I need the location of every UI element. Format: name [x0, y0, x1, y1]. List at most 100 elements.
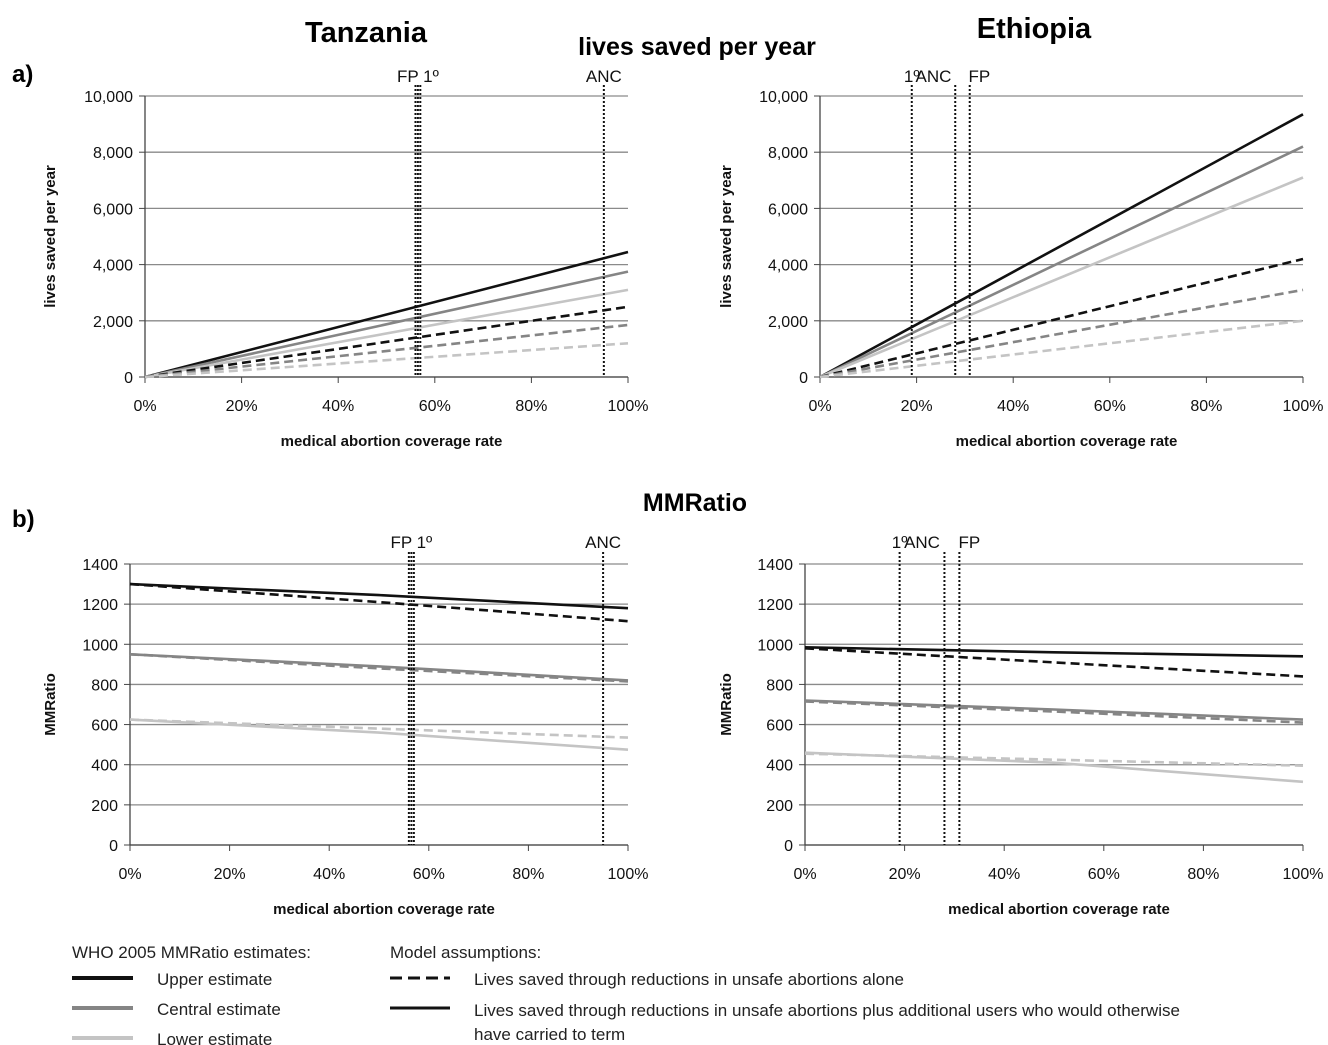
y-tick-label: 1000	[82, 637, 118, 654]
country-title-ethiopia: Ethiopia	[977, 13, 1092, 45]
x-tick-label: 100%	[608, 398, 649, 415]
x-tick-label: 20%	[226, 398, 258, 415]
series-line-lower-dashed	[819, 319, 1304, 379]
x-tick-label: 40%	[313, 866, 345, 883]
reference-label: ANC	[904, 533, 940, 552]
series-line-central-solid	[144, 270, 629, 379]
legend-dashed-label: Lives saved through reductions in unsafe…	[474, 970, 904, 989]
series-line-central-dashed	[804, 700, 1304, 724]
legend-solid-label-line2: have carried to term	[474, 1025, 625, 1044]
series-line-upper-dashed	[129, 582, 629, 623]
section-b-title: MMRatio	[643, 489, 747, 517]
x-tick-label: 20%	[901, 398, 933, 415]
y-tick-label: 1200	[757, 597, 793, 614]
legend-model-heading: Model assumptions:	[390, 943, 541, 962]
series-line-lower-dashed	[129, 718, 629, 739]
y-tick-label: 800	[91, 677, 118, 694]
x-axis-title: medical abortion coverage rate	[948, 901, 1170, 918]
y-tick-label: 200	[766, 798, 793, 815]
reference-label: 1º	[892, 533, 908, 552]
y-tick-label: 10,000	[84, 89, 133, 106]
x-tick-label: 60%	[1088, 866, 1120, 883]
legend-central-label: Central estimate	[157, 1000, 281, 1019]
y-tick-label: 1400	[82, 557, 118, 574]
y-tick-label: 400	[91, 758, 118, 775]
x-tick-label: 0%	[133, 398, 156, 415]
series-line-central-dashed	[129, 653, 629, 683]
y-axis-title: MMRatio	[718, 673, 735, 736]
x-tick-label: 80%	[1190, 398, 1222, 415]
chart-ethiopia-lives-saved: 0 2,000 4,000 6,000 8,000 10,000 0% 20% 40% 60% 80…	[718, 67, 1323, 450]
series-line-upper-solid	[129, 582, 629, 610]
x-tick-label: 100%	[608, 866, 649, 883]
y-tick-label: 600	[766, 718, 793, 735]
chart-tanzania-mmratio: 0 200 400 600 800 1000 1200 1400 0% 20% 40% 60% 80% 1…	[42, 533, 648, 918]
country-title-tanzania: Tanzania	[305, 17, 428, 49]
y-tick-label: 0	[109, 838, 118, 855]
series-line-lower-solid	[129, 718, 629, 751]
y-tick-label: 800	[766, 677, 793, 694]
reference-label: ANC	[916, 67, 952, 86]
chart-tanzania-lives-saved: 0 2,000 4,000 6,000 8,000 10,000 0% 20% 40% 60% 80…	[42, 67, 648, 450]
y-tick-label: 4,000	[93, 258, 133, 275]
y-tick-label: 200	[91, 798, 118, 815]
reference-label: ANC	[586, 67, 622, 86]
legend-upper-label: Upper estimate	[157, 970, 272, 989]
series-line-central-dashed	[819, 288, 1304, 379]
y-tick-label: 0	[799, 370, 808, 387]
series-line-central-solid	[129, 653, 629, 682]
section-a-label: a)	[12, 61, 33, 88]
section-b-label: b)	[12, 506, 35, 533]
x-axis-title: medical abortion coverage rate	[956, 433, 1178, 450]
y-axis-title: lives saved per year	[42, 165, 59, 308]
series-line-lower-dashed	[144, 342, 629, 379]
y-tick-label: 8,000	[93, 145, 133, 162]
x-tick-label: 20%	[889, 866, 921, 883]
series-line-lower-solid	[804, 751, 1304, 784]
x-axis-title: medical abortion coverage rate	[273, 901, 495, 918]
y-axis-title: lives saved per year	[718, 165, 735, 308]
y-tick-label: 1400	[757, 557, 793, 574]
x-tick-label: 0%	[793, 866, 816, 883]
series-line-central-dashed	[144, 323, 629, 379]
x-tick-label: 0%	[118, 866, 141, 883]
x-tick-label: 80%	[1187, 866, 1219, 883]
y-tick-label: 0	[124, 370, 133, 387]
y-tick-label: 6,000	[768, 201, 808, 218]
x-tick-label: 20%	[214, 866, 246, 883]
y-tick-label: 4,000	[768, 258, 808, 275]
series-line-central-solid	[819, 145, 1304, 379]
reference-label: ANC	[585, 533, 621, 552]
reference-label: FP 1º	[397, 67, 439, 86]
x-tick-label: 60%	[413, 866, 445, 883]
x-tick-label: 80%	[515, 398, 547, 415]
reference-label: FP 1º	[390, 533, 432, 552]
legend-solid-label-line1: Lives saved through reductions in unsafe…	[474, 1001, 1180, 1020]
y-tick-label: 10,000	[759, 89, 808, 106]
legend-lower-label: Lower estimate	[157, 1030, 272, 1045]
x-tick-label: 80%	[512, 866, 544, 883]
series-line-upper-solid	[144, 250, 629, 379]
y-tick-label: 6,000	[93, 201, 133, 218]
x-tick-label: 60%	[419, 398, 451, 415]
section-a-title: lives saved per year	[578, 33, 816, 61]
y-tick-label: 400	[766, 758, 793, 775]
x-axis-title: medical abortion coverage rate	[281, 433, 503, 450]
reference-label: 1º	[904, 67, 920, 86]
x-tick-label: 100%	[1283, 866, 1324, 883]
chart-ethiopia-mmratio: 0 200 400 600 800 1000 1200 1400 0% 20% 40% 60% 80% 1…	[718, 533, 1323, 918]
x-tick-label: 0%	[808, 398, 831, 415]
reference-label: FP	[969, 67, 991, 86]
series-line-upper-dashed	[144, 305, 629, 379]
reference-label: FP	[958, 533, 980, 552]
y-tick-label: 8,000	[768, 145, 808, 162]
series-line-lower-solid	[144, 288, 629, 379]
x-tick-label: 40%	[322, 398, 354, 415]
x-tick-label: 40%	[988, 866, 1020, 883]
series-line-upper-solid	[804, 646, 1304, 658]
y-tick-label: 1200	[82, 597, 118, 614]
y-tick-label: 1000	[757, 637, 793, 654]
series-line-lower-solid	[819, 176, 1304, 379]
series-line-central-solid	[804, 699, 1304, 721]
